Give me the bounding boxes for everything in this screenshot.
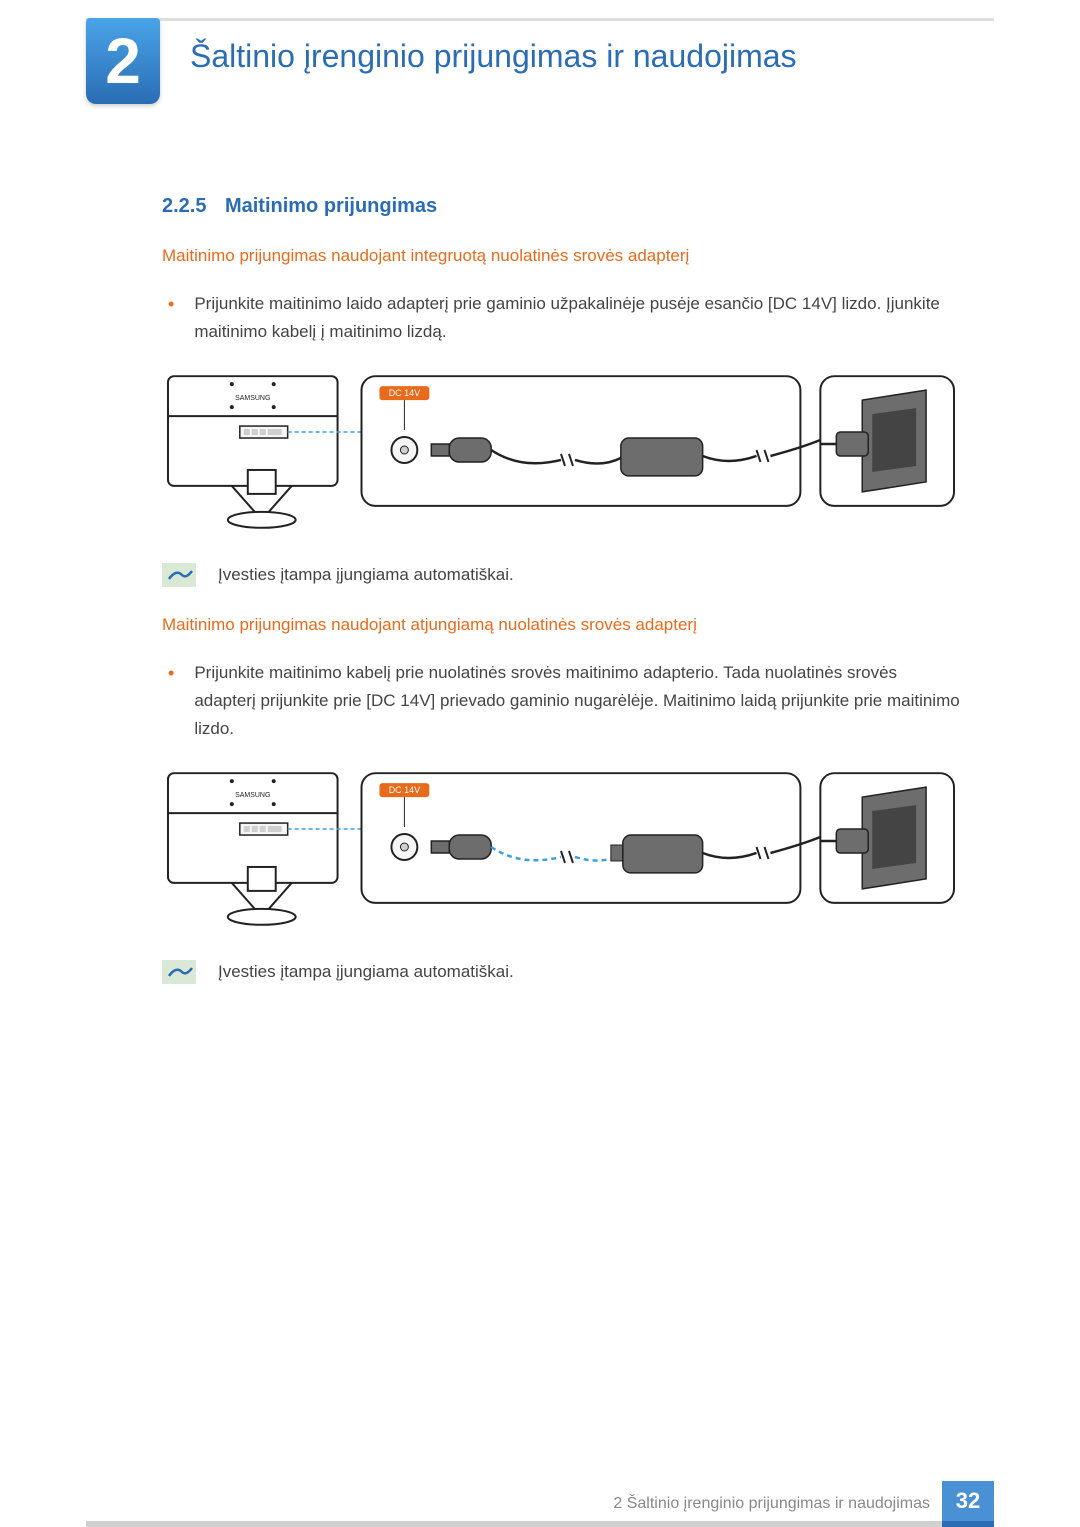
chapter-badge: 2 — [86, 18, 160, 104]
content-area: 2.2.5 Maitinimo prijungimas Maitinimo pr… — [162, 195, 960, 994]
bullet-1-text: Prijunkite maitinimo laido adapterį prie… — [194, 290, 960, 346]
bullet-dot-icon: • — [168, 664, 174, 743]
section-number: 2.2.5 — [162, 195, 206, 217]
page-number: 32 — [956, 1488, 980, 1514]
port-label-1: DC 14V — [389, 388, 420, 398]
footer: 2 Šaltinio įrenginio prijungimas ir naud… — [0, 1481, 1080, 1527]
section-heading: 2.2.5 Maitinimo prijungimas — [162, 195, 960, 218]
note-icon — [162, 563, 196, 587]
footer-bar — [86, 1521, 994, 1527]
note-2-text: Įvesties įtampa įjungiama automatiškai. — [218, 962, 514, 982]
subheading-2: Maitinimo prijungimas naudojant atjungia… — [162, 615, 960, 635]
bullet-dot-icon: • — [168, 295, 174, 346]
page-number-box: 32 — [942, 1481, 994, 1521]
diagram-1: SAMSUNG DC 14V — [162, 370, 960, 530]
note-1: Įvesties įtampa įjungiama automatiškai. — [162, 563, 960, 587]
note-1-text: Įvesties įtampa įjungiama automatiškai. — [218, 565, 514, 585]
diagram-2: SAMSUNG DC 14V — [162, 767, 960, 927]
section-title: Maitinimo prijungimas — [225, 195, 437, 217]
bullet-2-text: Prijunkite maitinimo kabelį prie nuolati… — [194, 659, 960, 743]
subheading-1: Maitinimo prijungimas naudojant integruo… — [162, 246, 960, 266]
top-divider — [86, 18, 994, 21]
bullet-1: • Prijunkite maitinimo laido adapterį pr… — [162, 290, 960, 346]
note-icon — [162, 960, 196, 984]
monitor-brand-1: SAMSUNG — [235, 395, 270, 402]
chapter-number: 2 — [105, 24, 141, 98]
footer-accent — [942, 1521, 994, 1527]
footer-text: 2 Šaltinio įrenginio prijungimas ir naud… — [613, 1495, 930, 1513]
port-label-2: DC 14V — [389, 785, 420, 795]
bullet-2: • Prijunkite maitinimo kabelį prie nuola… — [162, 659, 960, 743]
note-2: Įvesties įtampa įjungiama automatiškai. — [162, 960, 960, 984]
chapter-title: Šaltinio įrenginio prijungimas ir naudoj… — [190, 38, 797, 75]
monitor-brand-2: SAMSUNG — [235, 792, 270, 799]
